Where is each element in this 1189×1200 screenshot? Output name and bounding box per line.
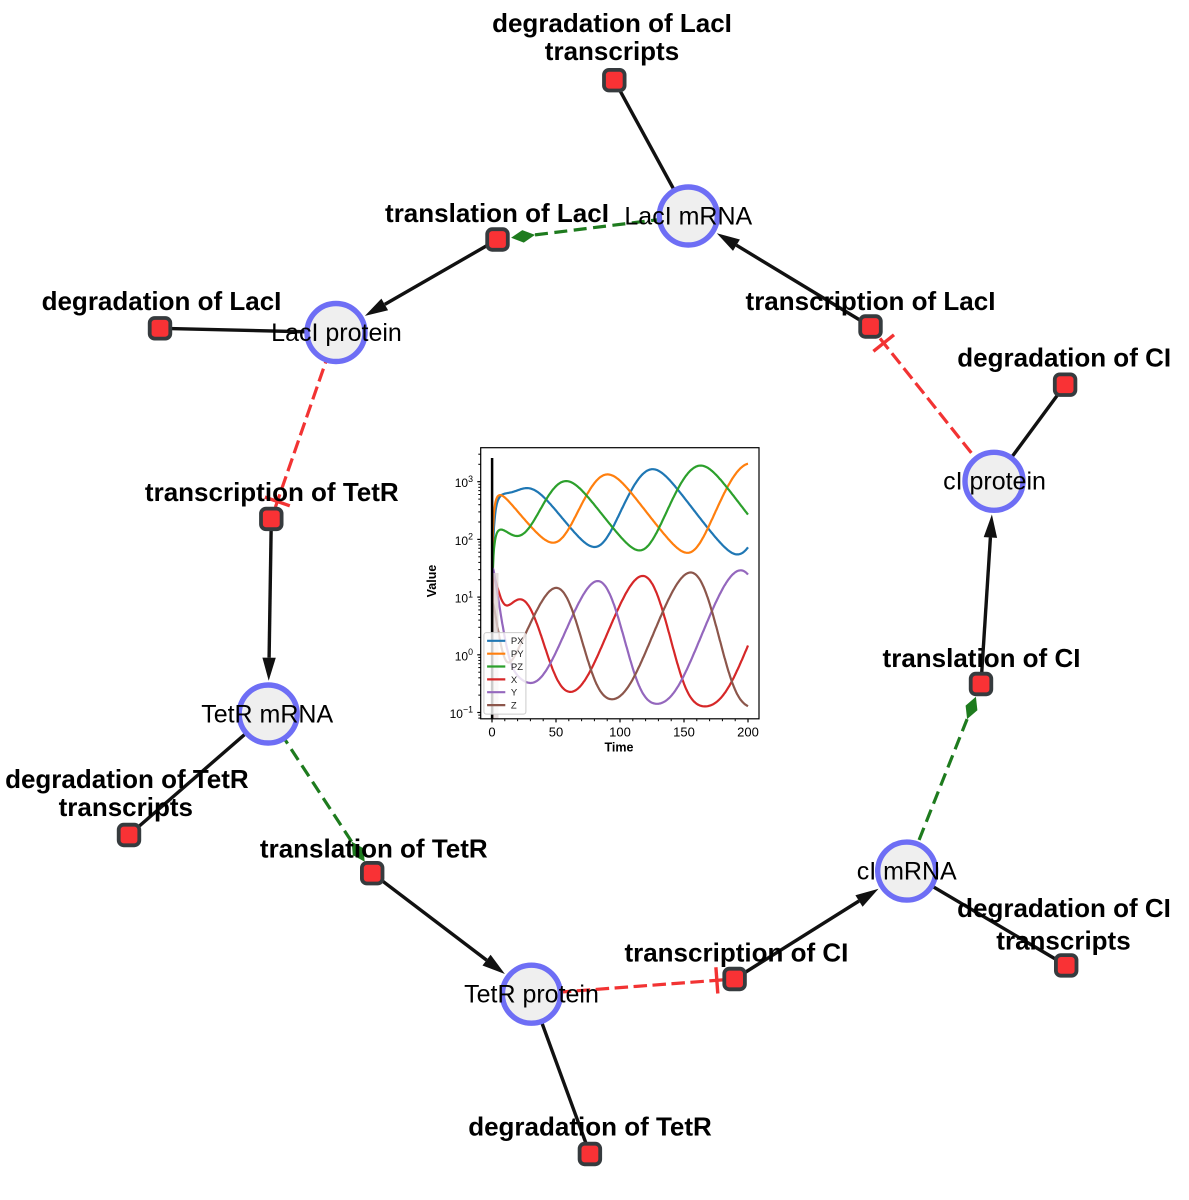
svg-text:PY: PY	[511, 649, 524, 660]
svg-text:50: 50	[549, 725, 563, 740]
svg-text:Y: Y	[511, 688, 518, 699]
svg-text:LacI protein: LacI protein	[271, 319, 402, 347]
svg-text:translation of CI: translation of CI	[883, 643, 1081, 673]
svg-text:degradation of LacI: degradation of LacI	[42, 286, 282, 316]
svg-text:translation of TetR: translation of TetR	[260, 834, 488, 864]
svg-text:degradation of TetR: degradation of TetR	[468, 1112, 712, 1142]
svg-text:0: 0	[488, 725, 495, 740]
svg-text:transcripts: transcripts	[59, 792, 193, 822]
svg-text:100: 100	[609, 725, 631, 740]
svg-text:Z: Z	[511, 701, 517, 712]
svg-text:transcription of LacI: transcription of LacI	[746, 286, 996, 316]
svg-text:Time: Time	[605, 741, 634, 755]
svg-text:translation of LacI: translation of LacI	[385, 198, 609, 228]
svg-text:TetR protein: TetR protein	[464, 981, 599, 1009]
svg-text:TetR mRNA: TetR mRNA	[201, 700, 333, 728]
svg-text:150: 150	[673, 725, 695, 740]
svg-text:degradation of CI: degradation of CI	[957, 343, 1171, 373]
svg-text:degradation of CI: degradation of CI	[957, 893, 1171, 923]
svg-text:transcripts: transcripts	[545, 36, 679, 66]
svg-text:transcripts: transcripts	[996, 925, 1130, 955]
svg-text:cI protein: cI protein	[943, 468, 1046, 496]
svg-text:cI mRNA: cI mRNA	[857, 858, 957, 886]
svg-text:degradation of LacI: degradation of LacI	[492, 8, 732, 38]
svg-text:degradation of TetR: degradation of TetR	[5, 764, 249, 794]
svg-text:PZ: PZ	[511, 662, 523, 673]
svg-text:LacI mRNA: LacI mRNA	[624, 202, 752, 230]
svg-text:200: 200	[737, 725, 759, 740]
svg-text:X: X	[511, 675, 518, 686]
svg-text:PX: PX	[511, 636, 524, 647]
svg-text:Value: Value	[425, 565, 439, 598]
svg-text:transcription of CI: transcription of CI	[624, 938, 848, 968]
svg-text:transcription of TetR: transcription of TetR	[145, 477, 399, 507]
